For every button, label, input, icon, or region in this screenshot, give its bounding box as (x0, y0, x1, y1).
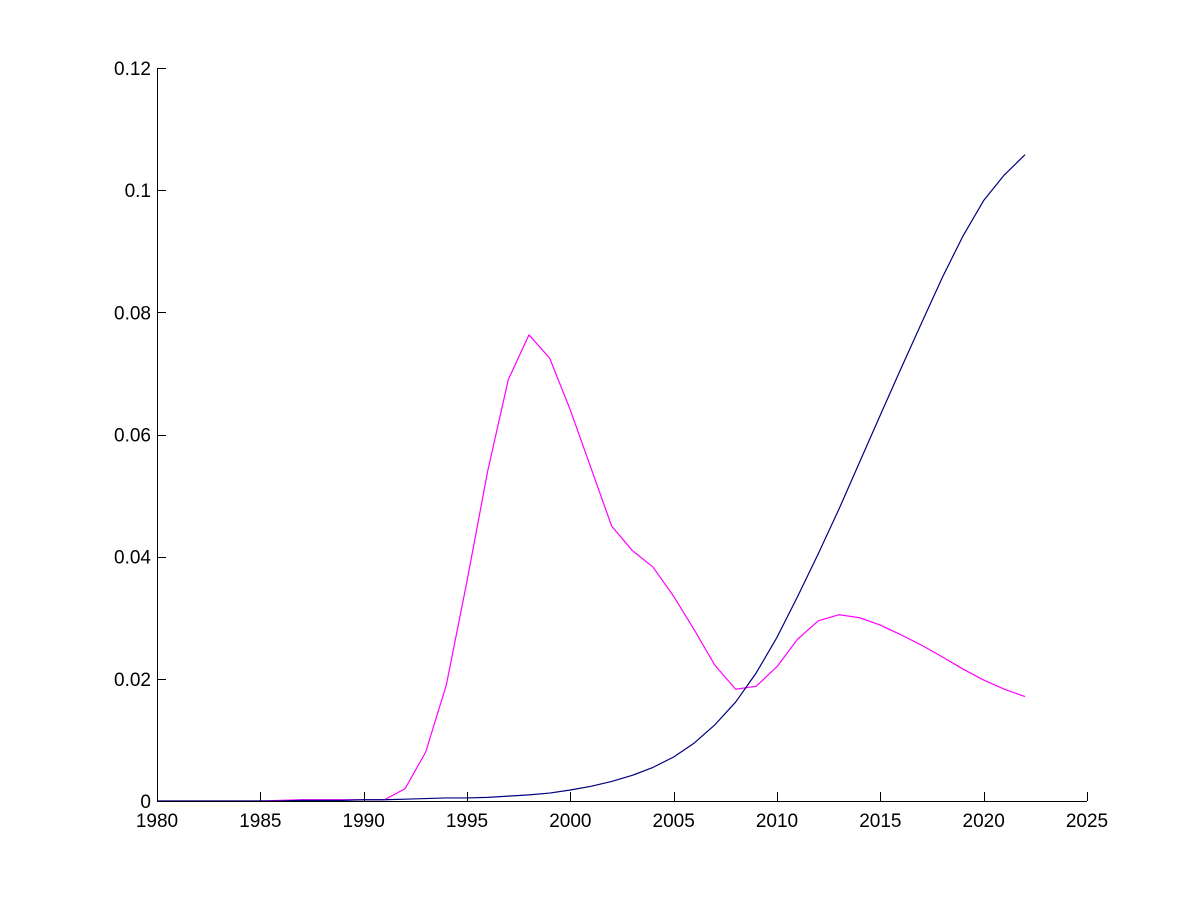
x-tick-label: 2000 (549, 811, 591, 832)
y-tick-label: 0.06 (114, 426, 151, 447)
axes-layer (157, 68, 1087, 802)
x-tick-label: 2020 (963, 811, 1005, 832)
x-tick-label: 2010 (756, 811, 798, 832)
x-tick-label: 1980 (136, 811, 178, 832)
x-tick-label: 1985 (239, 811, 281, 832)
x-tick-label: 1990 (343, 811, 385, 832)
series-layer (157, 154, 1026, 802)
x-tick-label: 2005 (653, 811, 695, 832)
y-tick-label: 0 (140, 792, 151, 813)
y-tick-label: 0.02 (114, 670, 151, 691)
y-tick-label: 0.04 (114, 548, 151, 569)
y-tick-label: 0.08 (114, 303, 151, 324)
y-tick-label: 0.12 (114, 59, 151, 80)
y-tick-label: 0.1 (125, 181, 151, 202)
series-line-1 (157, 334, 1026, 802)
x-tick-label: 1995 (446, 811, 488, 832)
series-line-2 (157, 154, 1026, 802)
x-axis-ticks: 1980 1985 1990 1995 2000 2005 2010 2015 2020 2025 (136, 792, 1108, 832)
x-tick-label: 2015 (859, 811, 901, 832)
y-axis-ticks: 0 0.02 0.04 0.06 0.08 0.1 0.12 (114, 59, 166, 813)
x-tick-label: 2025 (1066, 811, 1108, 832)
